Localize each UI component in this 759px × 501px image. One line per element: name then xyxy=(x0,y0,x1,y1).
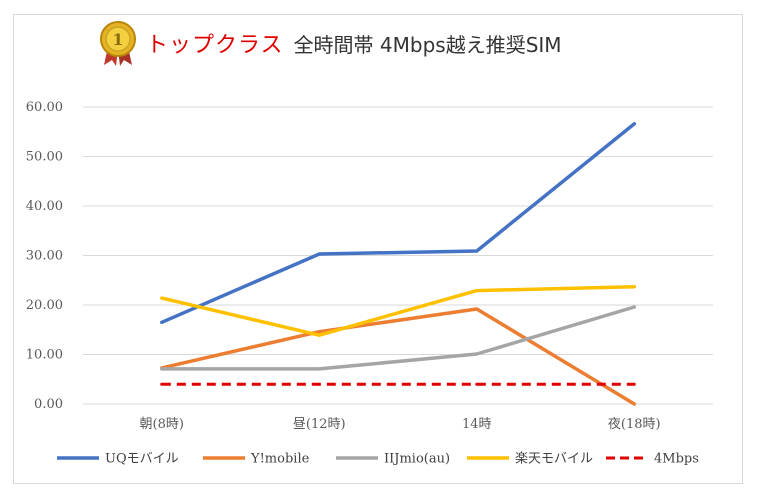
data-point xyxy=(475,307,479,311)
data-point xyxy=(475,352,479,356)
series-line xyxy=(160,307,637,406)
series-line xyxy=(160,122,637,325)
data-point xyxy=(317,382,321,386)
legend-label: UQモバイル xyxy=(105,452,179,467)
data-point xyxy=(160,367,164,371)
data-point xyxy=(475,289,479,293)
chart-title: 1 トップクラス 全時間帯 4Mbps越え推奨SIM xyxy=(96,20,562,66)
data-point xyxy=(160,382,164,386)
data-point xyxy=(632,305,636,309)
data-point xyxy=(317,252,321,256)
data-point xyxy=(632,382,636,386)
series-line xyxy=(160,284,637,337)
x-tick-label: 昼(12時) xyxy=(293,417,346,432)
y-tick-label: 20.00 xyxy=(26,298,63,313)
gold-medal-icon: 1 xyxy=(100,21,136,66)
data-point xyxy=(317,367,321,371)
data-point xyxy=(317,333,321,337)
title-highlight: トップクラス xyxy=(146,33,284,58)
legend-label: IIJmio(au) xyxy=(384,452,450,467)
y-tick-label: 40.00 xyxy=(26,199,63,214)
legend-label: 4Mbps xyxy=(654,452,699,467)
legend-label: 楽天モバイル xyxy=(515,451,593,467)
data-point xyxy=(475,382,479,386)
x-tick-label: 朝(8時) xyxy=(140,417,184,432)
x-tick-label: 14時 xyxy=(462,417,492,432)
y-tick-label: 50.00 xyxy=(26,150,63,165)
legend-label: Y!mobile xyxy=(250,452,310,467)
chart-frame xyxy=(13,14,743,484)
data-point xyxy=(160,320,164,324)
x-tick-label: 夜(18時) xyxy=(608,417,661,432)
title-main: 全時間帯 4Mbps越え推奨SIM xyxy=(293,32,562,57)
y-tick-label: 60.00 xyxy=(26,100,63,115)
y-tick-label: 0.00 xyxy=(34,397,63,412)
data-point xyxy=(475,249,479,253)
data-point xyxy=(632,402,636,406)
data-point xyxy=(317,330,321,334)
data-point xyxy=(160,296,164,300)
medal-number: 1 xyxy=(112,30,123,49)
y-tick-label: 30.00 xyxy=(26,249,63,264)
y-tick-label: 10.00 xyxy=(26,348,63,363)
data-point xyxy=(632,122,636,126)
data-point xyxy=(632,285,636,289)
series-line xyxy=(160,305,637,371)
